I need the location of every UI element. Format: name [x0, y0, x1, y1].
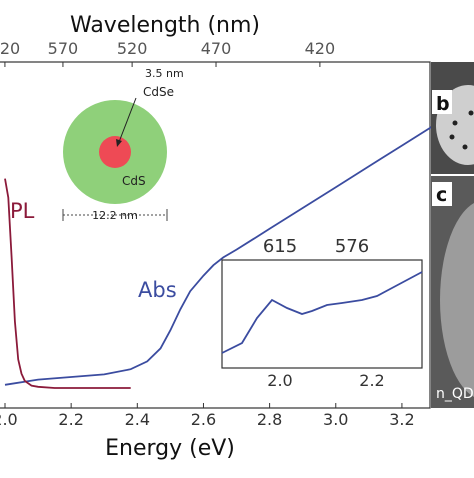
inset-top-tick-label: 576: [335, 236, 369, 257]
abs-series-label: Abs: [138, 278, 177, 302]
panel-b-letter: b: [436, 93, 450, 115]
panel-b-dot: [468, 110, 474, 116]
panel-c-caption: n_QD: [436, 386, 474, 402]
top-axis-label: Wavelength (nm): [70, 13, 260, 38]
core-pointer-arrowhead: [116, 139, 122, 147]
x-tick-label: 3.0: [323, 410, 348, 429]
top-tick-label: 520: [117, 39, 148, 58]
inset-top-tick-label: 615: [263, 236, 297, 257]
top-tick-label: 470: [201, 39, 232, 58]
top-axis-ticks: 620 570 520 470 420: [0, 39, 335, 67]
inset-chart: 615 576 2.0 2.2: [221, 236, 423, 390]
top-tick-label: 570: [48, 39, 79, 58]
pl-series-line: [4, 178, 131, 389]
core-material-label: CdSe: [143, 85, 174, 99]
x-tick-label: 2.0: [0, 410, 18, 429]
top-tick-label: 620: [0, 39, 20, 58]
core-size-label: 3.5 nm: [145, 67, 184, 80]
inset-bottom-tick-label: 2.2: [359, 371, 384, 390]
panel-b-dot: [462, 144, 468, 150]
cdse-core: [99, 136, 131, 168]
bottom-axis-ticks: 2.0 2.2 2.4 2.6 2.8 3.0 3.2: [0, 403, 415, 429]
panel-c-letter: c: [436, 184, 447, 206]
panel-b-dot: [449, 134, 455, 140]
shell-material-label: CdS: [122, 174, 146, 188]
x-tick-label: 2.6: [191, 410, 216, 429]
core-shell-diagram: 3.5 nm CdSe CdS 12.2 nm: [62, 67, 184, 222]
top-tick-label: 420: [305, 39, 336, 58]
inset-abs-line: [221, 271, 423, 354]
x-tick-label: 2.4: [125, 410, 150, 429]
panel-c-sphere: [440, 203, 474, 397]
x-tick-label: 2.2: [58, 410, 83, 429]
x-tick-label: 3.2: [389, 410, 414, 429]
core-pointer-arrow: [118, 97, 137, 143]
plot-frame: [0, 61, 431, 409]
x-axis-label: Energy (eV): [105, 436, 235, 461]
inset-frame: [221, 259, 423, 369]
inset-bottom-tick-label: 2.0: [267, 371, 292, 390]
side-panels: b c n_QD: [431, 62, 474, 408]
pl-series-label: PL: [10, 199, 35, 223]
panel-c-letter-bg: [432, 182, 452, 206]
panel-b-dot: [452, 120, 458, 126]
panel-b-letter-bg: [432, 90, 452, 114]
abs-series-line: [4, 124, 436, 386]
total-size-label: 12.2 nm: [92, 209, 138, 222]
x-tick-label: 2.8: [257, 410, 282, 429]
